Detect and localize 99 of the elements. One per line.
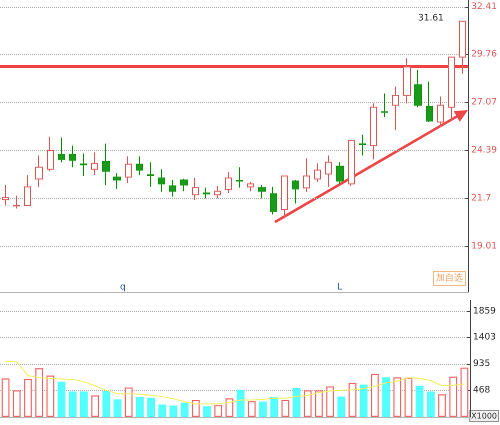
- candlestick: [392, 86, 399, 130]
- candlestick: [448, 56, 455, 121]
- y-tick-label: 24.39: [471, 145, 498, 156]
- candlestick: [426, 81, 433, 123]
- y-axis-title: X1000: [471, 412, 498, 420]
- candlestick: [270, 186, 277, 215]
- bar: [12, 390, 21, 417]
- y-tick-label: 27.07: [471, 97, 497, 108]
- bar: [416, 386, 424, 417]
- bar: [292, 388, 300, 417]
- bar: [438, 394, 446, 417]
- y-tick-label: 32.41: [471, 2, 497, 12]
- bar: [304, 390, 312, 417]
- bar: [460, 368, 468, 417]
- bar: [449, 376, 458, 417]
- candlestick: [381, 92, 388, 118]
- annotation: 加自选: [436, 272, 463, 284]
- candlestick: [414, 69, 422, 108]
- annotation: 31.61: [418, 14, 444, 24]
- bar: [192, 400, 200, 417]
- candlestick: [281, 176, 288, 219]
- candlestick: [2, 184, 9, 206]
- bar: [281, 400, 290, 417]
- bar: [370, 374, 379, 417]
- y-tick-label: 935: [473, 358, 490, 369]
- candlestick: [80, 153, 87, 177]
- candlestick: [69, 145, 76, 168]
- candlestick: [158, 168, 165, 192]
- candlestick: [180, 178, 188, 192]
- annotation: L: [337, 282, 342, 292]
- bar: [68, 391, 77, 417]
- candlestick: [437, 96, 444, 128]
- candlestick: [91, 152, 98, 176]
- candlestick: [314, 162, 321, 182]
- y-tick-label: 29.76: [471, 49, 498, 60]
- candlestick: [203, 187, 210, 199]
- bar: [259, 402, 267, 417]
- bar: [203, 406, 211, 417]
- candlestick: [225, 172, 232, 194]
- bar: [91, 395, 100, 417]
- bar: [348, 382, 356, 417]
- bar: [80, 391, 88, 417]
- y-tick-label: 1403: [473, 332, 496, 342]
- candlestick: [370, 102, 377, 160]
- candlestick: [102, 143, 110, 186]
- bar: [225, 398, 234, 417]
- bar: [270, 397, 278, 417]
- y-tick-label: 21.7: [471, 193, 492, 204]
- candlestick: [325, 154, 332, 188]
- candlestick: [359, 134, 366, 156]
- candlestick: [113, 172, 121, 190]
- candlestick: [336, 162, 344, 185]
- candlestick: [303, 158, 310, 192]
- bar: [58, 382, 66, 417]
- candlestick: [236, 166, 243, 188]
- candlestick: [125, 156, 132, 184]
- annotation: q: [120, 282, 126, 292]
- bar: [393, 377, 402, 417]
- bar: [46, 376, 54, 417]
- candlestick: [348, 140, 355, 186]
- bar: [35, 368, 44, 417]
- y-tick-label: 1859: [473, 306, 496, 316]
- candlestick: [292, 179, 299, 204]
- line-series: [5, 360, 465, 404]
- y-tick-label: 468: [473, 385, 490, 396]
- bar: [170, 406, 178, 417]
- candlestick: [136, 156, 143, 176]
- candlestick: [403, 58, 411, 104]
- candlestick: [24, 174, 31, 206]
- bar: [124, 387, 133, 417]
- candlestick: [35, 154, 43, 188]
- candlestick: [47, 136, 54, 172]
- bar: [337, 396, 346, 417]
- bar: [214, 405, 222, 417]
- candlestick: [58, 137, 65, 163]
- bar: [2, 378, 10, 417]
- bar: [315, 390, 323, 417]
- bar: [114, 399, 122, 417]
- bar: [382, 377, 390, 417]
- candlestick: [247, 181, 254, 192]
- bar: [326, 386, 334, 417]
- candlestick: [13, 195, 20, 210]
- candlestick: [258, 184, 266, 199]
- candlestick: [214, 185, 221, 199]
- candlestick: [192, 177, 199, 201]
- bar: [158, 404, 166, 417]
- bar: [24, 378, 32, 417]
- bar: [360, 384, 368, 417]
- bar: [102, 390, 110, 417]
- bar: [236, 390, 245, 417]
- candlestick: [147, 162, 154, 188]
- bar: [404, 378, 412, 417]
- y-tick-label: 19.01: [471, 241, 497, 252]
- bar: [248, 401, 256, 417]
- bar: [136, 397, 144, 417]
- bar: [147, 398, 155, 417]
- bar: [426, 391, 435, 417]
- candlestick: [169, 179, 176, 198]
- bar: [180, 402, 189, 417]
